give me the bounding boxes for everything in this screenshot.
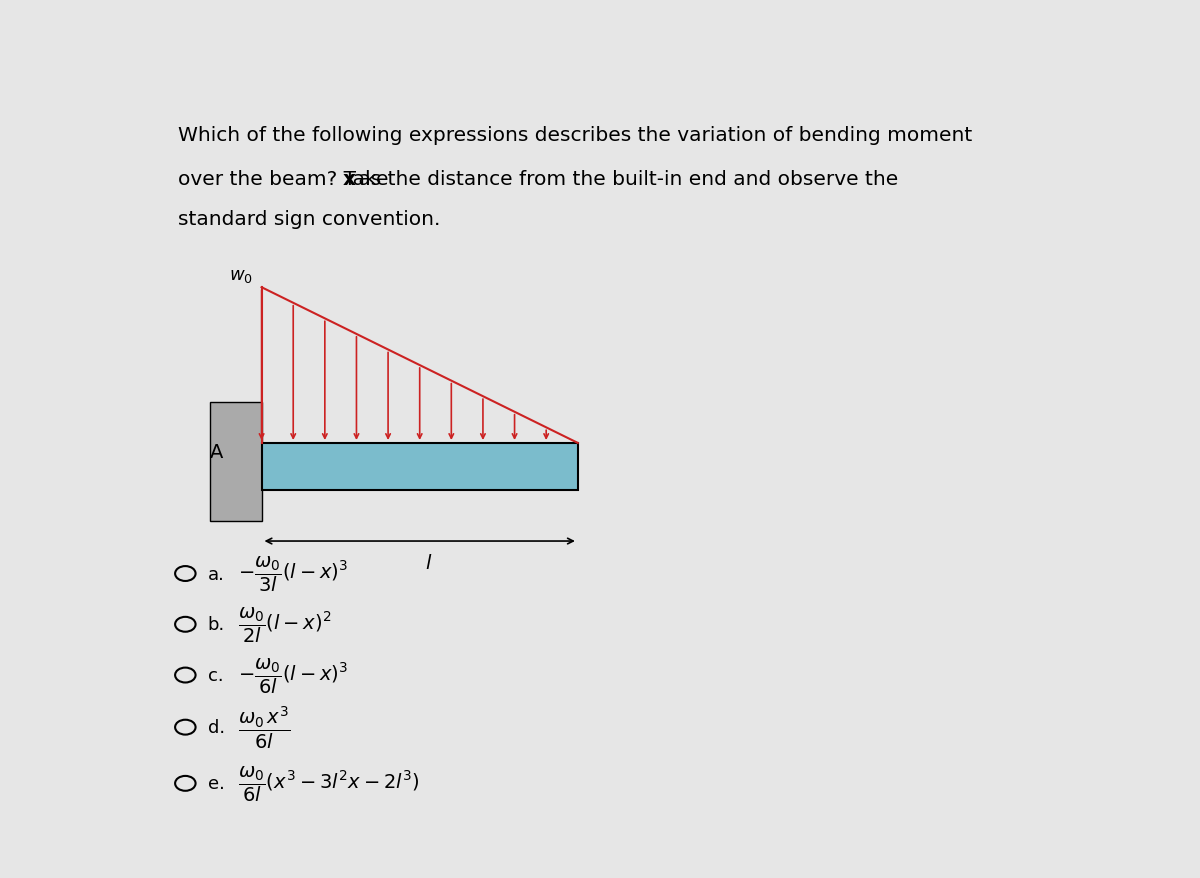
Text: Which of the following expressions describes the variation of bending moment: Which of the following expressions descr… (178, 126, 972, 145)
Text: $\dfrac{\omega_0}{2l}(l-x)^2$: $\dfrac{\omega_0}{2l}(l-x)^2$ (239, 605, 332, 644)
Bar (210, 403, 262, 522)
Text: as the distance from the built-in end and observe the: as the distance from the built-in end an… (352, 169, 898, 189)
Text: b.: b. (208, 615, 224, 634)
Text: x: x (342, 169, 355, 189)
Bar (262, 443, 578, 491)
Text: $w_0$: $w_0$ (229, 267, 253, 284)
Text: $l$: $l$ (425, 554, 433, 572)
Text: $\dfrac{\omega_0\, x^3}{6l}$: $\dfrac{\omega_0\, x^3}{6l}$ (239, 704, 290, 751)
Text: standard sign convention.: standard sign convention. (178, 210, 440, 229)
Text: d.: d. (208, 718, 224, 737)
Text: c.: c. (208, 666, 223, 684)
Text: a.: a. (208, 565, 224, 583)
Text: $-\dfrac{\omega_0}{6l}(l-x)^3$: $-\dfrac{\omega_0}{6l}(l-x)^3$ (239, 656, 348, 695)
Text: $\dfrac{\omega_0}{6l}(x^3 - 3l^2x - 2l^3)$: $\dfrac{\omega_0}{6l}(x^3 - 3l^2x - 2l^3… (239, 764, 420, 803)
Text: over the beam? Take: over the beam? Take (178, 169, 395, 189)
Text: $-\dfrac{\omega_0}{3l}(l-x)^3$: $-\dfrac{\omega_0}{3l}(l-x)^3$ (239, 554, 348, 594)
Text: e.: e. (208, 774, 224, 793)
Text: A: A (210, 443, 223, 462)
